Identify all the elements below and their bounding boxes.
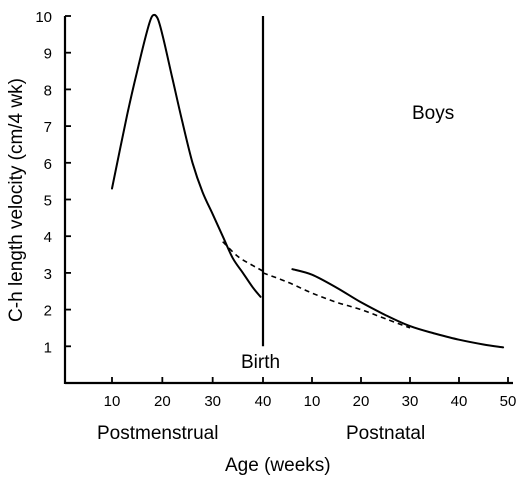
birth-label: Birth: [241, 352, 280, 373]
y-ticks: 1 2 3 4 5 6 7 8 9 10: [35, 9, 71, 356]
y-tick-label: 6: [44, 156, 52, 173]
solid-curve-postnatal: [291, 268, 505, 349]
boys-label: Boys: [412, 103, 454, 124]
x-tick-label: 50: [500, 393, 517, 410]
y-tick-label: 9: [44, 46, 52, 63]
y-tick-label: 8: [44, 82, 52, 99]
x-segment-label-postmenstrual: Postmenstrual: [97, 423, 218, 444]
x-tick-label: 20: [353, 393, 370, 410]
x-ticks-postmenstrual: 10 20 30 40: [104, 377, 272, 410]
x-tick-label: 40: [255, 393, 272, 410]
curves: [111, 13, 505, 349]
x-tick-label: 10: [104, 393, 121, 410]
x-tick-label: 30: [402, 393, 419, 410]
y-tick-label: 7: [44, 119, 52, 136]
x-tick-label: 30: [204, 393, 221, 410]
dashed-curve-postnatal: [262, 272, 411, 329]
x-tick-label: 20: [154, 393, 171, 410]
x-axis-title: Age (weeks): [225, 455, 331, 476]
y-tick-label: 4: [44, 229, 52, 246]
y-axis-title: C-h length velocity (cm/4 wk): [6, 78, 27, 322]
x-ticks-postnatal: 10 20 30 40 50: [304, 377, 517, 410]
y-tick-label: 5: [44, 193, 52, 210]
x-tick-label: 40: [451, 393, 468, 410]
solid-curve-postmenstrual: [111, 13, 262, 298]
y-tick-label: 3: [44, 266, 52, 283]
y-tick-label: 1: [44, 339, 52, 356]
axes: [63, 16, 513, 385]
x-segment-label-postnatal: Postnatal: [346, 423, 425, 444]
y-tick-label: 2: [44, 303, 52, 320]
dashed-curve-postmenstrual: [222, 241, 264, 272]
y-tick-label: 10: [35, 9, 52, 26]
x-tick-label: 10: [304, 393, 321, 410]
